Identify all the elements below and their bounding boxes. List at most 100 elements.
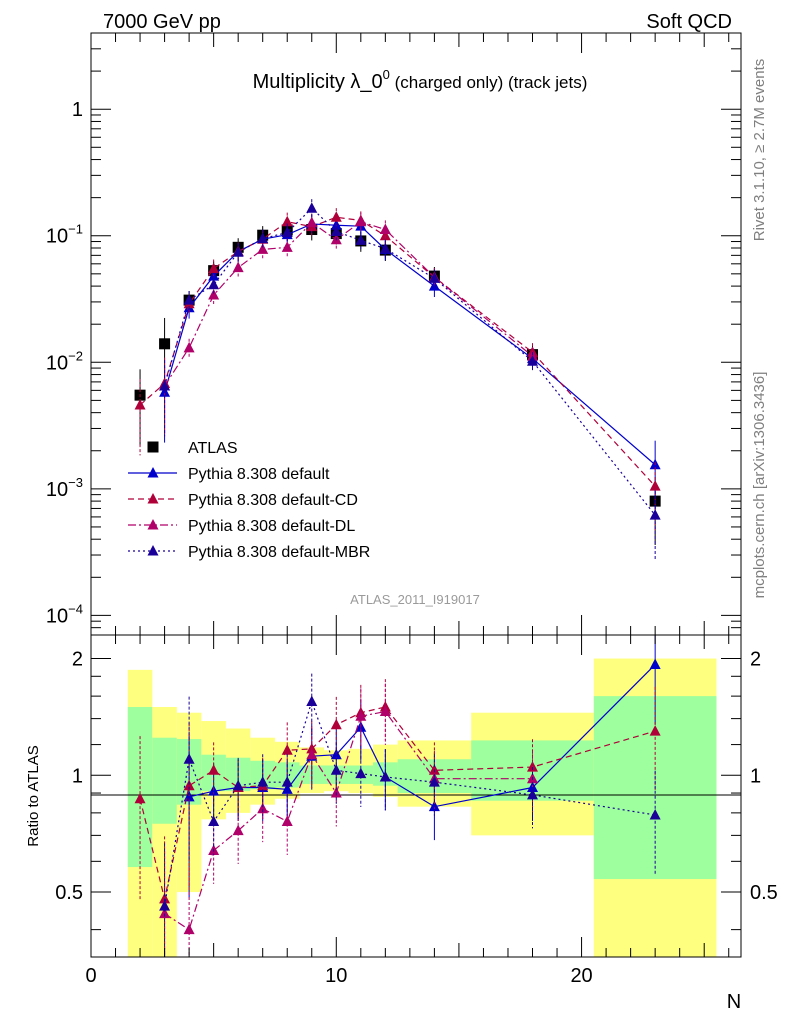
ratio-series-pythia-8-308-default-dl-point: [183, 923, 195, 935]
ratio-series-pythia-8-308-default-dl-point: [232, 824, 244, 836]
legend-marker: [147, 545, 159, 556]
ratio-series-pythia-8-308-default-dl-point: [281, 815, 293, 827]
legend-entry-pythia-8-308-default-mbr: Pythia 8.308 default-MBR: [128, 544, 370, 561]
watermark-label: ATLAS_2011_I919017: [350, 592, 480, 607]
ratio-series-pythia-8-308-default-mbr-point: [355, 767, 367, 779]
ratio-series-pythia-8-308-default-mbr-point: [330, 764, 342, 775]
main-series-pythia-8-308-default-dl-point: [183, 341, 195, 353]
header-right-label: Soft QCD: [646, 11, 732, 33]
ratio-series-pythia-8-308-default-dl-point: [379, 705, 391, 717]
plot-title: Multiplicity λ_00 (charged only) (track …: [253, 67, 588, 93]
legend-marker: [147, 519, 159, 530]
ratio-series-pythia-8-308-default-point: [281, 783, 293, 794]
legend-entry-pythia-8-308-default-dl: Pythia 8.308 default-DL: [128, 518, 355, 535]
main-series-pythia-8-308-default-dl-point: [281, 241, 293, 252]
ratio-series-pythia-8-308-default-mbr-point: [379, 770, 391, 782]
ratio-series-pythia-8-308-default-mbr-point: [208, 815, 220, 827]
main-series-pythia-8-308-default-mbr-point: [208, 278, 220, 290]
legend-label: Pythia 8.308 default-MBR: [188, 544, 370, 561]
x-tick-label: 20: [570, 965, 592, 987]
ratio-series-pythia-8-308-default-cd-point: [183, 779, 195, 791]
ratio-series-pythia-8-308-default-cd-point: [649, 725, 661, 736]
ratio-series-pythia-8-308-default-mbr-point: [306, 695, 318, 706]
ratio-axes: 0.5 0.51 12 20 10 20: [55, 635, 778, 987]
main-series-pythia-8-308-default-mbr-point: [355, 234, 367, 245]
main-y-tick-label: 1: [72, 99, 83, 121]
main-series-pythia-8-308-default-mbr-point: [428, 272, 440, 283]
x-axis-label: N: [727, 991, 741, 1013]
main-y-tick-label: 10−1: [46, 222, 83, 248]
ratio-series-pythia-8-308-default-mbr-point: [428, 776, 440, 787]
x-tick-label: 10: [325, 965, 347, 987]
main-series-pythia-8-308-default-mbr-point: [649, 509, 661, 520]
main-y-tick-label: 10−2: [46, 348, 83, 374]
ratio-series-pythia-8-308-default-mbr-point: [281, 776, 293, 787]
legend-label: Pythia 8.308 default-CD: [188, 492, 358, 509]
ratio-series-pythia-8-308-default-dl-point: [257, 802, 269, 814]
main-series-pythia-8-308-default-mbr-point: [379, 242, 391, 254]
ratio-y-tick-label-right: 1: [750, 765, 761, 787]
ratio-series-pythia-8-308-default-cd-point: [330, 718, 342, 730]
main-series-pythia-8-308-default-mbr-point: [257, 232, 269, 244]
main-series-pythia-8-308-default-mbr-point: [330, 225, 342, 237]
ratio-series-pythia-8-308-default-dl-point: [330, 787, 342, 798]
ratio-series-pythia-8-308-default-dl-point: [355, 710, 367, 721]
main-series-pythia-8-308-default-mbr-point: [281, 226, 293, 238]
main-series-pythia-8-308-default-dl-point: [355, 215, 367, 227]
main-y-tick-label: 10−3: [46, 475, 83, 501]
ratio-series-pythia-8-308-default-dl-point: [306, 748, 318, 760]
main-series-pythia-8-308-default-dl-point: [306, 216, 318, 228]
ratio-series-pythia-8-308-default-dl-point: [159, 907, 171, 919]
main-series-pythia-8-308-default: [159, 214, 661, 509]
ratio-y-tick-label: 2: [72, 649, 83, 671]
ratio-series-pythia-8-308-default-cd-line: [139, 706, 656, 900]
main-series-pythia-8-308-default-cd-point: [208, 262, 220, 274]
main-series-pythia-8-308-default-dl-line: [164, 221, 533, 387]
main-series-pythia-8-308-default-cd-point: [330, 211, 342, 222]
legend-label: Pythia 8.308 default-DL: [188, 518, 355, 535]
legend-marker: [147, 441, 159, 453]
main-series-pythia-8-308-default-cd-point: [281, 215, 293, 227]
ratio-y-tick-label: 0.5: [55, 882, 83, 904]
legend-entry-atlas: ATLAS: [147, 440, 238, 457]
main-series-pythia-8-308-default-mbr-point: [306, 202, 318, 213]
ratio-series-pythia-8-308-default-mbr-point: [527, 788, 539, 800]
main-series-pythia-8-308-default-cd-point: [134, 398, 146, 410]
ratio-series-pythia-8-308-default-point: [649, 658, 661, 670]
legend-entry-pythia-8-308-default-cd: Pythia 8.308 default-CD: [128, 492, 358, 509]
mcplots-side-label: mcplots.cern.ch [arXiv:1306.3436]: [751, 372, 768, 599]
main-series-pythia-8-308-default-mbr-point: [232, 246, 244, 257]
ratio-series-pythia-8-308-default-mbr: [159, 673, 661, 957]
main-axes: 10−4 10−3 10−2 10−1 1: [46, 32, 741, 636]
legend-entry-pythia-8-308-default: Pythia 8.308 default: [128, 466, 330, 483]
ratio-panel: 0.5 0.51 12 20 10 20 Ratio to ATLAS N: [25, 634, 778, 1013]
ratio-plot-marks: [134, 635, 661, 957]
main-series-pythia-8-308-default-mbr-point: [183, 294, 195, 305]
ratio-y-tick-label: 1: [72, 765, 83, 787]
green-band-1: [152, 737, 177, 824]
ratio-series-pythia-8-308-default-mbr-point: [159, 900, 171, 911]
main-y-tick-label: 10−4: [46, 601, 83, 627]
legend-label: Pythia 8.308 default: [188, 466, 330, 483]
main-series-pythia-8-308-default-mbr: [159, 199, 661, 560]
ratio-series-pythia-8-308-default-mbr-point: [183, 753, 195, 764]
main-series-pythia-8-308-default-dl-point: [232, 261, 244, 273]
ratio-series-pythia-8-308-default-cd-point: [281, 744, 293, 755]
main-panel: 10−4 10−3 10−2 10−1 1 Multiplicity λ_00 (cha…: [46, 32, 742, 636]
ratio-series-pythia-8-308-default-cd-point: [134, 792, 146, 804]
main-series-pythia-8-308-default-cd-line: [139, 216, 656, 487]
ratio-frame: [90, 634, 742, 958]
ratio-series-pythia-8-308-default-cd-point: [208, 764, 220, 775]
main-series-pythia-8-308-default-mbr-point: [527, 355, 539, 366]
rivet-side-label: Rivet 3.1.10, ≥ 2.7M events: [751, 59, 768, 242]
ratio-uncertainty-bands: [127, 658, 717, 957]
main-series-pythia-8-308-default-cd-point: [649, 480, 661, 491]
x-tick-label: 0: [85, 965, 96, 987]
ratio-y-tick-label-right: 2: [750, 649, 761, 671]
main-series-pythia-8-308-default-dl-point: [208, 289, 220, 300]
legend: ATLAS Pythia 8.308 default Pythia 8.308 de…: [128, 440, 370, 561]
ratio-y-axis-label: Ratio to ATLAS: [25, 745, 42, 846]
ratio-series-pythia-8-308-default-mbr-point: [257, 776, 269, 787]
ratio-series-pythia-8-308-default-mbr-point: [649, 808, 661, 820]
